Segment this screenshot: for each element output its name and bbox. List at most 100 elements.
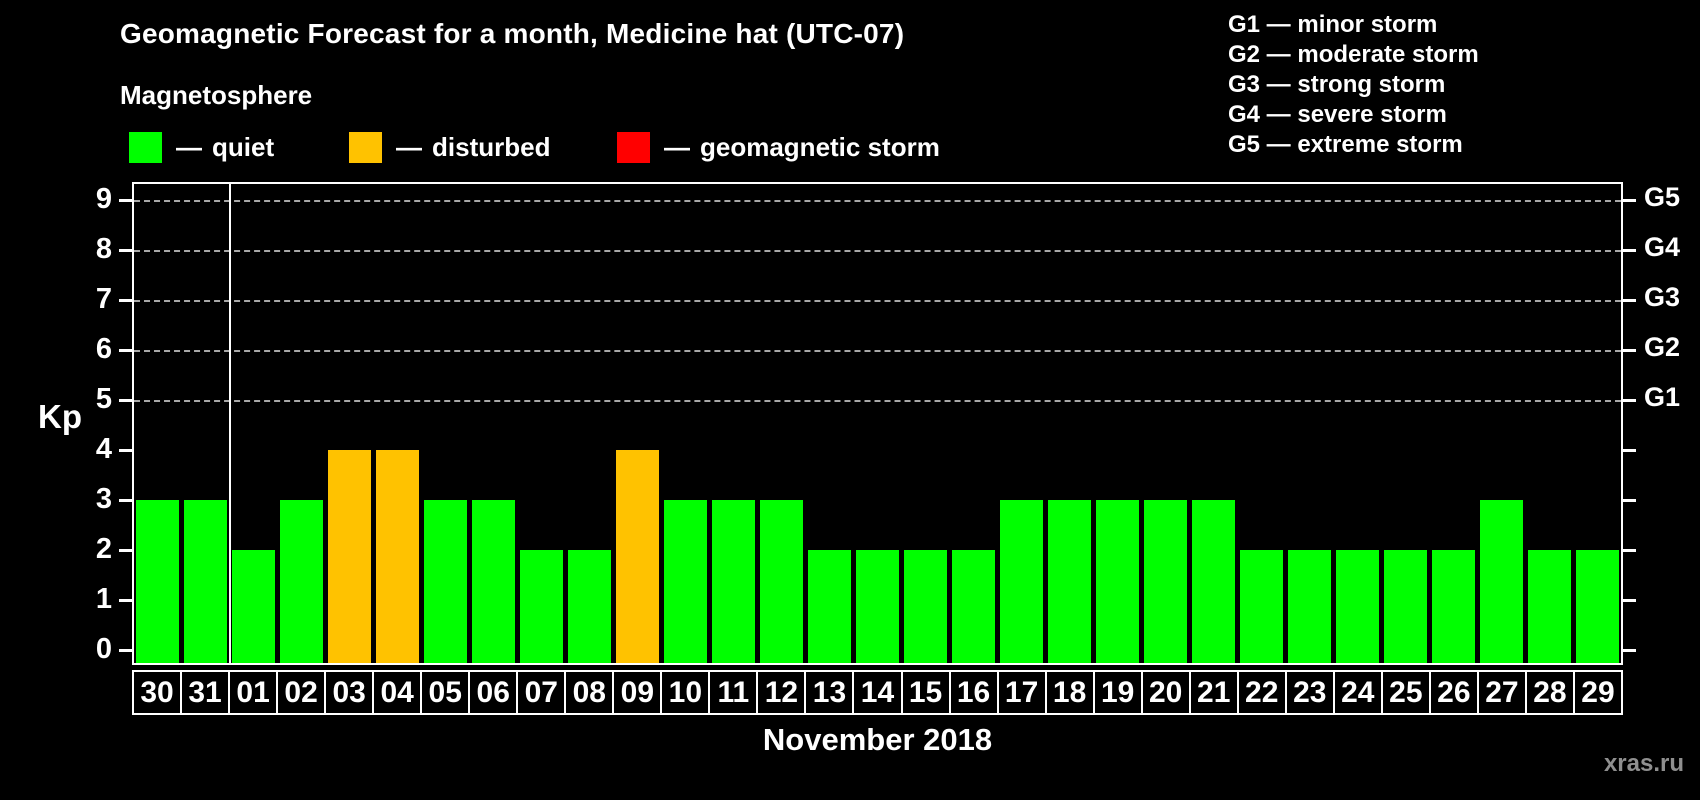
x-label-day-03: 03 <box>324 670 375 715</box>
y-tick-left-1 <box>119 599 132 602</box>
x-label-day-26: 26 <box>1428 670 1479 715</box>
bar-day-29 <box>1575 550 1619 663</box>
gridline-kp-7 <box>134 300 1621 302</box>
y-tick-label-5: 5 <box>95 383 112 415</box>
g-scale-label-g5: G5 <box>1644 182 1681 212</box>
y-tick-right-9 <box>1623 199 1636 202</box>
bar-day-19 <box>1095 500 1139 663</box>
g-scale-label-g1: G1 <box>1644 382 1681 412</box>
g-scale-label-g2: G2 <box>1644 332 1681 362</box>
y-tick-right-8 <box>1623 249 1636 252</box>
x-label-day-04: 04 <box>372 670 423 715</box>
y-tick-right-4 <box>1623 449 1636 452</box>
storm-scale-g3: G3 — strong storm <box>1228 71 1446 98</box>
bar-day-17 <box>999 500 1043 663</box>
x-axis-title: November 2018 <box>762 722 993 757</box>
x-label-day-18: 18 <box>1044 670 1095 715</box>
storm-color-swatch <box>617 131 650 163</box>
y-tick-right-1 <box>1623 599 1636 602</box>
y-tick-left-7 <box>119 299 132 302</box>
legend-label-quiet: quiet <box>212 131 275 162</box>
x-label-day-02: 02 <box>276 670 327 715</box>
bar-day-08 <box>568 550 612 663</box>
bar-day-28 <box>1527 550 1571 663</box>
x-label-day-24: 24 <box>1332 670 1383 715</box>
bar-day-07 <box>520 550 564 663</box>
bar-day-13 <box>808 550 852 663</box>
x-label-day-23: 23 <box>1284 670 1335 715</box>
legend-item-quiet: — quiet <box>129 131 274 163</box>
y-axis-title: Kp <box>38 398 82 435</box>
storm-scale-g4: G4 — severe storm <box>1228 101 1447 128</box>
x-label-day-22: 22 <box>1236 670 1287 715</box>
x-label-day-05: 05 <box>420 670 471 715</box>
bar-day-21 <box>1191 500 1235 663</box>
y-tick-right-2 <box>1623 549 1636 552</box>
x-label-day-14: 14 <box>852 670 903 715</box>
x-label-day-06: 06 <box>468 670 519 715</box>
x-label-day-11: 11 <box>708 670 759 715</box>
storm-scale-g5: G5 — extreme storm <box>1228 131 1463 158</box>
x-label-day-15: 15 <box>900 670 951 715</box>
legend-dash: — <box>396 131 422 162</box>
plot-area <box>132 182 1623 665</box>
storm-scale-legend: G1 — minor storm G2 — moderate storm G3 … <box>1228 10 1479 160</box>
x-label-day-20: 20 <box>1140 670 1191 715</box>
x-label-day-30: 30 <box>132 670 183 715</box>
x-label-day-17: 17 <box>996 670 1047 715</box>
x-label-day-16: 16 <box>948 670 999 715</box>
quiet-color-swatch <box>129 131 162 163</box>
bar-day-12 <box>760 500 804 663</box>
y-tick-right-3 <box>1623 499 1636 502</box>
gridline-kp-8 <box>134 250 1621 252</box>
x-label-day-25: 25 <box>1380 670 1431 715</box>
bar-day-01 <box>232 550 276 663</box>
y-tick-left-6 <box>119 349 132 352</box>
x-label-day-19: 19 <box>1092 670 1143 715</box>
bar-day-22 <box>1239 550 1283 663</box>
x-axis-label-row: 30 31 01 02 03 04 05 06 07 08 09 10 11 12 13 14 15 16 17 18… <box>132 670 1623 715</box>
g-scale-label-g3: G3 <box>1644 282 1681 312</box>
bar-day-27 <box>1479 500 1523 663</box>
bar-day-03 <box>328 450 372 663</box>
bar-day-16 <box>951 550 995 663</box>
gridline-kp-9 <box>134 200 1621 202</box>
bar-day-31 <box>184 500 228 663</box>
x-label-day-07: 07 <box>516 670 567 715</box>
x-label-day-13: 13 <box>804 670 855 715</box>
legend-dash: — <box>176 131 202 162</box>
y-tick-label-8: 8 <box>95 233 112 265</box>
storm-scale-g1: G1 — minor storm <box>1228 11 1438 38</box>
bar-day-14 <box>856 550 899 663</box>
g-scale-label-g4: G4 <box>1644 232 1681 262</box>
x-label-day-12: 12 <box>756 670 807 715</box>
gridline-kp-6 <box>134 350 1621 352</box>
bar-day-02 <box>280 500 324 663</box>
y-tick-left-4 <box>119 449 132 452</box>
bar-day-06 <box>472 500 516 663</box>
bar-day-26 <box>1431 550 1475 663</box>
bar-day-24 <box>1335 550 1379 663</box>
month-separator-line <box>228 184 231 663</box>
x-label-day-09: 09 <box>612 670 663 715</box>
y-tick-left-9 <box>119 199 132 202</box>
y-tick-label-4: 4 <box>95 433 112 465</box>
bar-day-20 <box>1143 500 1187 663</box>
x-label-day-21: 21 <box>1188 670 1239 715</box>
legend-dash: — <box>664 131 690 162</box>
y-tick-right-7 <box>1623 299 1636 302</box>
legend-label-storm: geomagnetic storm <box>700 131 940 162</box>
x-label-day-01: 01 <box>228 670 279 715</box>
x-label-day-28: 28 <box>1524 670 1575 715</box>
x-label-day-27: 27 <box>1476 670 1527 715</box>
bar-day-15 <box>903 550 947 663</box>
chart-title: Geomagnetic Forecast for a month, Medici… <box>120 18 905 49</box>
storm-scale-g2: G2 — moderate storm <box>1228 41 1479 68</box>
bar-day-04 <box>376 450 420 663</box>
x-label-day-08: 08 <box>564 670 615 715</box>
bar-day-10 <box>664 500 708 663</box>
y-tick-label-2: 2 <box>95 533 112 565</box>
y-tick-left-0 <box>119 649 132 652</box>
y-tick-right-6 <box>1623 349 1636 352</box>
